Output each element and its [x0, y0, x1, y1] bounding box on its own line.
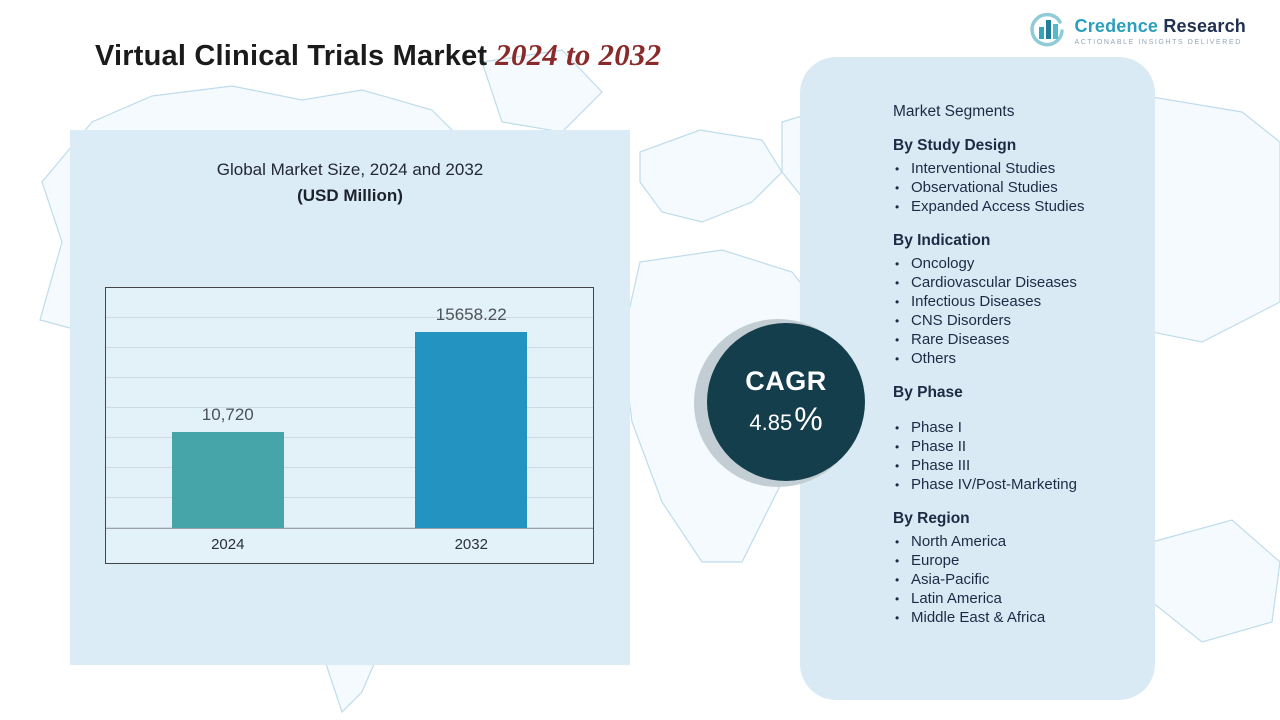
- cagr-badge: CAGR 4.85%: [694, 317, 866, 489]
- page-title-main: Virtual Clinical Trials Market: [95, 40, 488, 73]
- segment-list: OncologyCardiovascular DiseasesInfectiou…: [893, 254, 1127, 369]
- segment-group: By Indication OncologyCardiovascular Dise…: [893, 232, 1127, 369]
- segment-groups: By Study Design Interventional StudiesObs…: [893, 137, 1127, 628]
- bar-category-label: 2032: [454, 536, 488, 553]
- segment-item: Cardiovascular Diseases: [893, 273, 1127, 293]
- cagr-label: CAGR: [745, 366, 827, 396]
- bar-chart: 10,720 2024 15658.22 2032: [105, 287, 594, 564]
- segment-item: Latin America: [893, 589, 1127, 609]
- segment-list: Interventional StudiesObservational Stud…: [893, 159, 1127, 217]
- segment-group: By Region North AmericaEuropeAsia-Pacific…: [893, 510, 1127, 628]
- segment-item: Oncology: [893, 254, 1127, 274]
- segment-heading: By Region: [893, 510, 970, 527]
- segment-item: Others: [893, 349, 1127, 369]
- cagr-circle: CAGR 4.85%: [707, 323, 865, 481]
- brand-name: Credence Research: [1075, 16, 1247, 37]
- bar: [415, 332, 528, 528]
- brand-name-primary: Credence: [1074, 15, 1159, 36]
- map-europe: [639, 129, 783, 223]
- segment-list: North AmericaEuropeAsia-PacificLatin Ame…: [893, 532, 1127, 628]
- segment-item: CNS Disorders: [893, 311, 1127, 331]
- map-greenland: [481, 49, 603, 133]
- page-title: Virtual Clinical Trials Market 2024 to 20…: [95, 37, 661, 73]
- page-title-range: 2024 to 2032: [495, 37, 662, 73]
- bar-value-label: 10,720: [201, 405, 254, 424]
- chart-subtitle: (USD Million): [297, 186, 403, 205]
- bar-category-label: 2024: [211, 536, 245, 553]
- segment-group: By Phase Phase IPhase IIPhase IIIPhase IV…: [893, 384, 1127, 495]
- bar: [171, 432, 284, 528]
- segment-item: Asia-Pacific: [893, 570, 1127, 590]
- brand-name-secondary: Research: [1163, 15, 1246, 36]
- bar-column-2024: 10,720 2024: [171, 288, 284, 563]
- segments-title: Market Segments: [893, 103, 1015, 120]
- market-size-panel: Global Market Size, 2024 and 2032 (USD M…: [70, 130, 630, 665]
- segment-heading: By Phase: [893, 384, 963, 401]
- segment-list: Phase IPhase IIPhase IIIPhase IV/Post-Ma…: [893, 418, 1127, 495]
- brand-text: Credence Research Actionable Insights De…: [1075, 16, 1247, 46]
- segment-item: Middle East & Africa: [893, 608, 1127, 628]
- cagr-number: 4.85: [749, 410, 793, 435]
- chart-title: Global Market Size, 2024 and 2032: [216, 160, 484, 179]
- cagr-value: 4.85%: [749, 401, 822, 438]
- cagr-percent-sign: %: [794, 401, 823, 437]
- chart-bars: 10,720 2024 15658.22 2032: [106, 288, 593, 563]
- segment-item: Phase IV/Post-Marketing: [893, 475, 1127, 495]
- segment-item: Observational Studies: [893, 178, 1127, 198]
- market-segments-content: Market Segments By Study Design Intervent…: [800, 57, 1155, 628]
- segment-item: Interventional Studies: [893, 159, 1127, 179]
- segment-item: Phase II: [893, 437, 1127, 457]
- segment-item: Expanded Access Studies: [893, 197, 1127, 217]
- segment-item: Rare Diseases: [893, 330, 1127, 350]
- segment-group: By Study Design Interventional StudiesObs…: [893, 137, 1127, 217]
- brand-logo: Credence Research Actionable Insights De…: [1027, 8, 1247, 53]
- segment-item: North America: [893, 532, 1127, 552]
- segment-heading: By Study Design: [893, 137, 1017, 154]
- bar-column-2032: 15658.22 2032: [415, 288, 528, 563]
- segment-item: Infectious Diseases: [893, 292, 1127, 312]
- bar-chart-circle-icon: [1027, 8, 1067, 53]
- brand-tagline: Actionable Insights Delivered: [1074, 38, 1242, 46]
- segment-heading: By Indication: [893, 232, 991, 249]
- segment-item: Phase I: [893, 418, 1127, 438]
- segment-item: Phase III: [893, 456, 1127, 476]
- map-australia: [1151, 519, 1280, 643]
- segment-item: Europe: [893, 551, 1127, 571]
- bar-value-label: 15658.22: [435, 305, 507, 324]
